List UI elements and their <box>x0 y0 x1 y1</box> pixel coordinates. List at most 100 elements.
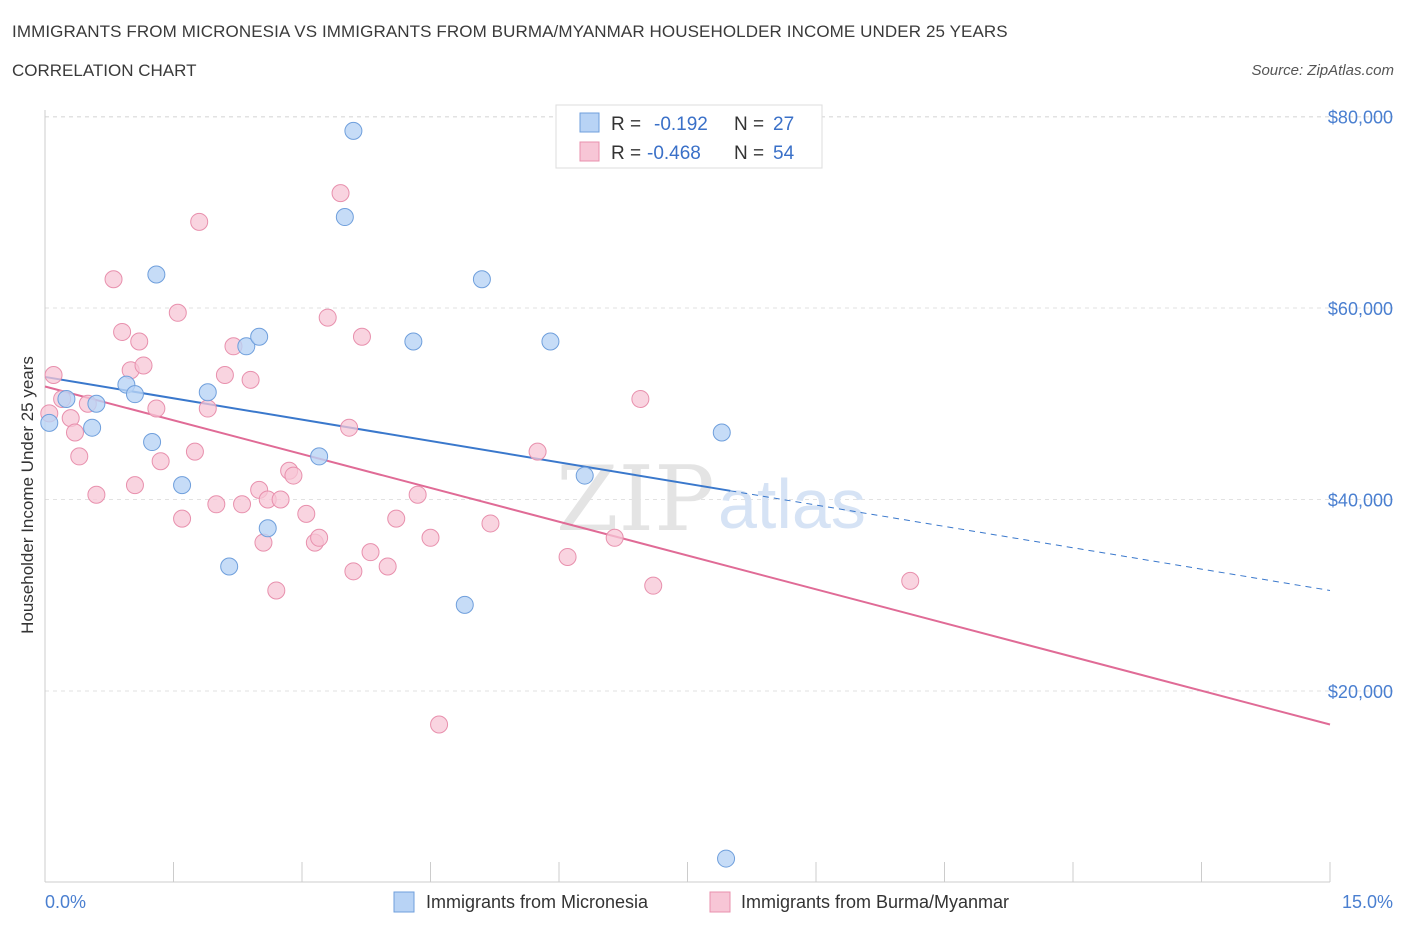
point-burma-30 <box>271 490 290 509</box>
legend-r-label-2: R = <box>611 143 641 164</box>
x-tick-label-min: 0.0% <box>45 892 86 912</box>
bottom-legend-swatch-micronesia <box>393 891 415 913</box>
watermark-atlas: atlas <box>718 465 866 543</box>
point-burma-8 <box>104 270 123 289</box>
point-burma-25 <box>241 370 260 389</box>
point-micronesia-15 <box>335 208 354 227</box>
point-micronesia-11 <box>237 337 256 356</box>
point-burma-9 <box>113 322 132 341</box>
point-burma-17 <box>173 509 192 528</box>
source-label: Source: ZipAtlas.com <box>1251 62 1394 79</box>
point-micronesia-0 <box>40 413 59 432</box>
point-micronesia-10 <box>220 557 239 576</box>
point-burma-41 <box>361 543 380 562</box>
point-burma-13 <box>134 356 153 375</box>
data-points <box>40 121 920 868</box>
point-burma-24 <box>233 495 252 514</box>
bottom-legend: Immigrants from Micronesia Immigrants fr… <box>393 891 1009 913</box>
x-tick-label-max: 15.0% <box>1342 892 1393 912</box>
trend-line-micronesia <box>44 375 731 492</box>
legend-n-label-1: N = <box>734 114 764 135</box>
point-burma-51 <box>631 389 650 408</box>
y-tick-labels: $20,000 $40,000 $60,000 $80,000 <box>1328 108 1393 703</box>
grid-lines <box>45 116 1395 692</box>
point-burma-18 <box>185 442 204 461</box>
point-micronesia-1 <box>57 389 76 408</box>
point-micronesia-23 <box>717 849 736 868</box>
y-tick-label-80000: $80,000 <box>1328 108 1393 128</box>
point-burma-33 <box>297 504 316 523</box>
point-burma-14 <box>147 399 166 418</box>
watermark-zip: ZIP <box>556 447 715 552</box>
point-burma-47 <box>481 514 500 533</box>
point-micronesia-7 <box>147 265 166 284</box>
bottom-legend-swatch-burma <box>709 891 731 913</box>
bottom-legend-label-burma: Immigrants from Burma/Myanmar <box>741 892 1009 912</box>
point-micronesia-14 <box>310 447 329 466</box>
point-micronesia-20 <box>541 332 560 351</box>
point-burma-48 <box>528 442 547 461</box>
point-micronesia-22 <box>712 423 731 442</box>
legend-r-value-1: -0.192 <box>654 114 708 135</box>
point-burma-32 <box>284 466 303 485</box>
trend-lines <box>44 375 1331 726</box>
legend-swatch-micronesia <box>579 112 600 133</box>
point-micronesia-16 <box>344 121 363 140</box>
legend-swatch-burma <box>579 141 600 162</box>
point-burma-22 <box>215 366 234 385</box>
point-burma-19 <box>190 212 209 231</box>
point-micronesia-5 <box>125 385 144 404</box>
point-micronesia-21 <box>575 466 594 485</box>
point-burma-38 <box>340 418 359 437</box>
point-micronesia-12 <box>250 327 269 346</box>
point-burma-36 <box>318 308 337 327</box>
point-burma-20 <box>198 399 217 418</box>
point-micronesia-2 <box>83 418 102 437</box>
point-micronesia-8 <box>173 476 192 495</box>
legend-r-value-2: -0.468 <box>647 143 701 164</box>
point-burma-50 <box>605 528 624 547</box>
point-burma-11 <box>125 476 144 495</box>
point-micronesia-19 <box>472 270 491 289</box>
point-burma-29 <box>267 581 286 600</box>
y-axis-label: Householder Income Under 25 years <box>18 356 37 634</box>
point-burma-21 <box>207 495 226 514</box>
y-tick-label-60000: $60,000 <box>1328 299 1393 319</box>
point-burma-39 <box>344 562 363 581</box>
point-burma-53 <box>901 571 920 590</box>
point-burma-7 <box>87 485 106 504</box>
point-micronesia-3 <box>87 394 106 413</box>
point-burma-52 <box>644 576 663 595</box>
point-burma-35 <box>310 528 329 547</box>
point-micronesia-17 <box>404 332 423 351</box>
legend-box: R = -0.192 N = 27 R = -0.468 N = 54 <box>555 104 823 169</box>
point-micronesia-9 <box>198 383 217 402</box>
y-tick-label-20000: $20,000 <box>1328 682 1393 702</box>
point-burma-49 <box>558 547 577 566</box>
point-burma-15 <box>151 452 170 471</box>
point-burma-1 <box>44 366 63 385</box>
point-burma-40 <box>352 327 371 346</box>
legend-n-value-2: 54 <box>773 143 795 164</box>
point-burma-16 <box>168 303 187 322</box>
chart-title: IMMIGRANTS FROM MICRONESIA VS IMMIGRANTS… <box>12 22 1008 41</box>
point-micronesia-18 <box>455 595 474 614</box>
trend-line-burma <box>44 385 1331 726</box>
legend-r-label-1: R = <box>611 114 641 135</box>
y-tick-label-40000: $40,000 <box>1328 491 1393 511</box>
trend-line-micronesia-extension <box>730 490 1331 591</box>
point-burma-4 <box>65 423 84 442</box>
chart-subtitle: CORRELATION CHART <box>12 61 197 80</box>
point-burma-44 <box>408 485 427 504</box>
point-burma-45 <box>421 528 440 547</box>
point-micronesia-13 <box>258 519 277 538</box>
point-burma-5 <box>70 447 89 466</box>
point-burma-46 <box>430 715 449 734</box>
point-micronesia-6 <box>143 433 162 452</box>
legend-n-label-2: N = <box>734 143 764 164</box>
axes <box>44 110 1331 883</box>
bottom-legend-label-micronesia: Immigrants from Micronesia <box>426 892 649 912</box>
point-burma-42 <box>378 557 397 576</box>
point-burma-12 <box>130 332 149 351</box>
